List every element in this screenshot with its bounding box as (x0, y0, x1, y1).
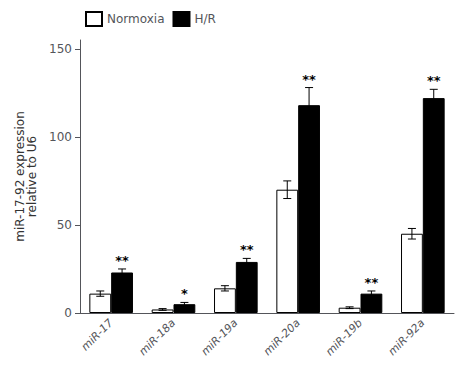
svg-text:100: 100 (49, 130, 72, 144)
svg-text:**: ** (302, 72, 316, 87)
svg-text:miR-17: miR-17 (79, 316, 116, 353)
svg-text:Normoxia: Normoxia (107, 12, 165, 26)
svg-text:relative to U6: relative to U6 (25, 136, 39, 217)
svg-text:**: ** (115, 253, 129, 268)
svg-text:**: ** (240, 242, 254, 257)
svg-text:miR-19a: miR-19a (199, 316, 241, 358)
svg-text:miR-18a: miR-18a (136, 316, 178, 358)
svg-text:H/R: H/R (194, 12, 215, 26)
svg-text:*: * (181, 286, 188, 301)
svg-text:**: ** (365, 275, 379, 290)
svg-text:miR-19b: miR-19b (323, 316, 365, 358)
svg-text:0: 0 (64, 306, 72, 320)
svg-text:miR-20a: miR-20a (261, 316, 303, 358)
svg-text:150: 150 (49, 42, 72, 56)
svg-text:miR-92a: miR-92a (386, 316, 428, 358)
svg-text:miR-17-92 expression: miR-17-92 expression (13, 111, 27, 242)
svg-text:**: ** (427, 73, 441, 88)
svg-text:50: 50 (57, 218, 72, 232)
